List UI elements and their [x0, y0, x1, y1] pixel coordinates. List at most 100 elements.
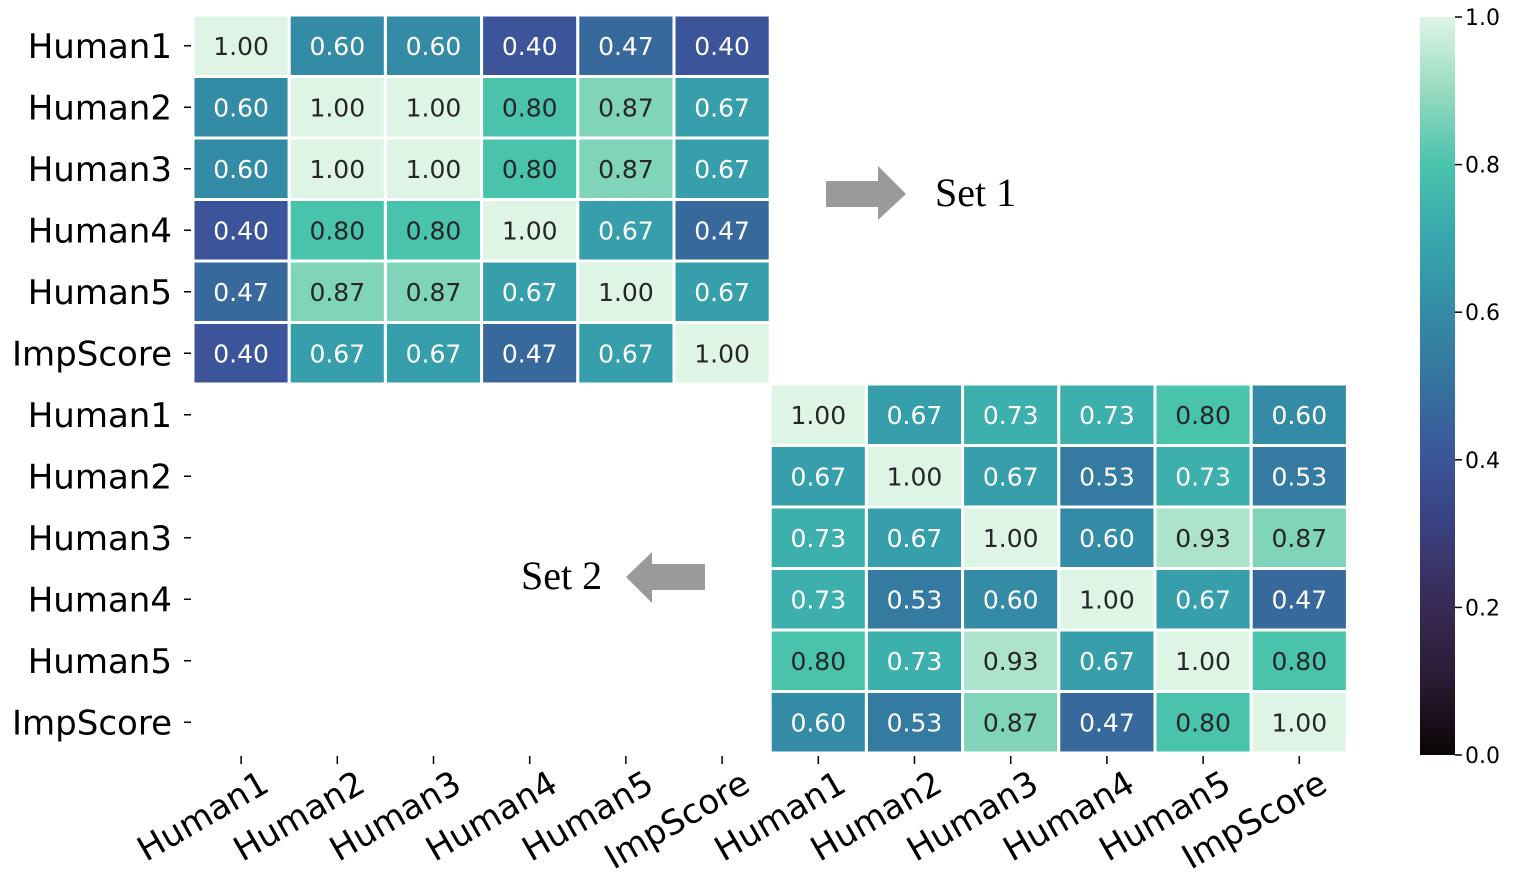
cell-value-label: 1.00 [598, 278, 654, 307]
heatmap-cell [1153, 567, 1253, 632]
heatmap-cell [383, 259, 484, 324]
y-tick-label: ImpScore [12, 703, 172, 743]
cell-value-label: 0.80 [406, 216, 462, 245]
cell-value-label: 0.93 [1175, 524, 1231, 553]
cell-value-label: 0.80 [502, 155, 558, 184]
cell-value-label: 0.73 [790, 585, 846, 614]
cell-value-label: 0.47 [1079, 708, 1135, 737]
cell-value-label: 1.00 [1079, 585, 1135, 614]
colorbar-tick-label: 0.6 [1465, 301, 1500, 326]
cell-value-label: 0.67 [983, 462, 1039, 491]
cell-value-label: 0.73 [790, 524, 846, 553]
cell-value-label: 0.67 [887, 401, 943, 430]
cell-value-label: 0.67 [598, 216, 654, 245]
cell-value-label: 0.87 [598, 93, 654, 122]
colorbar-tick-label: 0.4 [1465, 449, 1500, 474]
heatmap-cell [768, 567, 868, 632]
cell-value-label: 0.80 [1271, 647, 1327, 676]
cell-value-label: 0.67 [406, 339, 462, 368]
heatmap-cell [672, 136, 772, 201]
heatmap-cell [672, 259, 772, 324]
cell-value-label: 0.80 [502, 93, 558, 122]
cell-value-label: 0.60 [1079, 524, 1135, 553]
set-2-arrow-icon [626, 552, 705, 603]
cell-value-label: 0.80 [1175, 708, 1231, 737]
cell-value-label: 0.47 [502, 339, 558, 368]
cell-value-label: 0.67 [1175, 585, 1231, 614]
x-axis-ticks [240, 756, 1301, 764]
cell-value-label: 1.00 [1271, 708, 1327, 737]
cell-value-label: 1.00 [406, 93, 462, 122]
cell-value-label: 1.00 [1175, 647, 1231, 676]
cell-value-label: 0.47 [694, 216, 750, 245]
cell-value-label: 1.00 [983, 524, 1039, 553]
cell-value-label: 0.67 [309, 339, 365, 368]
heatmap-cell [576, 136, 676, 201]
heatmap-cell [1249, 505, 1349, 570]
cell-value-label: 0.53 [1271, 462, 1327, 491]
cell-value-label: 0.67 [598, 339, 654, 368]
heatmap-cell [672, 13, 772, 78]
x-axis-labels: Human1Human2Human3Human4Human5ImpScoreHu… [131, 763, 1334, 878]
heatmap-cell [191, 198, 291, 263]
cell-value-label: 0.67 [694, 93, 750, 122]
cell-value-label: 1.00 [213, 32, 269, 61]
y-tick-label: Human5 [28, 642, 172, 682]
heatmap-cell [672, 198, 772, 263]
cell-value-label: 1.00 [406, 155, 462, 184]
heatmap-cell [287, 75, 387, 140]
cell-value-label: 0.47 [1271, 585, 1327, 614]
set-1-label: Set 1 [935, 170, 1016, 215]
colorbar [1420, 17, 1455, 755]
heatmap-cell [864, 505, 965, 570]
heatmap-cell [480, 75, 580, 140]
heatmap-cell [576, 259, 676, 324]
cell-value-label: 0.87 [309, 278, 365, 307]
heatmap-cell [576, 321, 676, 386]
set-1-arrow-icon [826, 166, 906, 220]
heatmap-cell [864, 690, 965, 755]
cell-value-label: 0.60 [983, 585, 1039, 614]
colorbar-tick-label: 0.2 [1465, 596, 1500, 621]
y-tick-label: ImpScore [12, 334, 172, 374]
cell-value-label: 0.93 [983, 647, 1039, 676]
cell-value-label: 0.60 [790, 708, 846, 737]
cell-value-label: 0.67 [887, 524, 943, 553]
cell-value-label: 0.67 [502, 278, 558, 307]
cell-value-label: 0.80 [309, 216, 365, 245]
cell-value-label: 0.80 [790, 647, 846, 676]
y-tick-label: Human3 [28, 519, 172, 559]
cell-value-label: 1.00 [887, 462, 943, 491]
cell-value-label: 0.87 [598, 155, 654, 184]
heatmap-cell [383, 198, 484, 263]
heatmap-cell [1249, 444, 1349, 509]
heatmap-cell [287, 136, 387, 201]
cell-value-label: 0.60 [406, 32, 462, 61]
cell-value-label: 0.40 [213, 339, 269, 368]
cell-value-label: 0.60 [1271, 401, 1327, 430]
cell-value-label: 0.67 [1079, 647, 1135, 676]
heatmap-cell [576, 198, 676, 263]
cell-value-label: 0.60 [309, 32, 365, 61]
cell-value-label: 0.73 [1175, 462, 1231, 491]
cell-value-label: 0.60 [213, 155, 269, 184]
cell-value-label: 0.53 [887, 708, 943, 737]
heatmap-cell [1057, 444, 1157, 509]
heatmap-cell [672, 321, 772, 386]
cell-value-label: 0.87 [406, 278, 462, 307]
cell-value-label: 1.00 [694, 339, 750, 368]
heatmap-cell [480, 136, 580, 201]
colorbar-ticks: 0.0 0.2 0.4 0.6 0.8 1.0 [1455, 6, 1500, 769]
cell-value-label: 0.60 [213, 93, 269, 122]
y-tick-label: Human2 [28, 457, 172, 497]
heatmap-cell [961, 690, 1061, 755]
y-tick-label: Human3 [28, 150, 172, 190]
heatmap-cell [480, 321, 580, 386]
y-tick-label: Human1 [28, 27, 172, 67]
cell-value-label: 1.00 [790, 401, 846, 430]
y-axis-ticks [184, 45, 191, 723]
cell-value-label: 0.87 [983, 708, 1039, 737]
y-tick-label: Human4 [28, 580, 172, 620]
heatmap-cell [287, 198, 387, 263]
heatmap-cell [672, 75, 772, 140]
